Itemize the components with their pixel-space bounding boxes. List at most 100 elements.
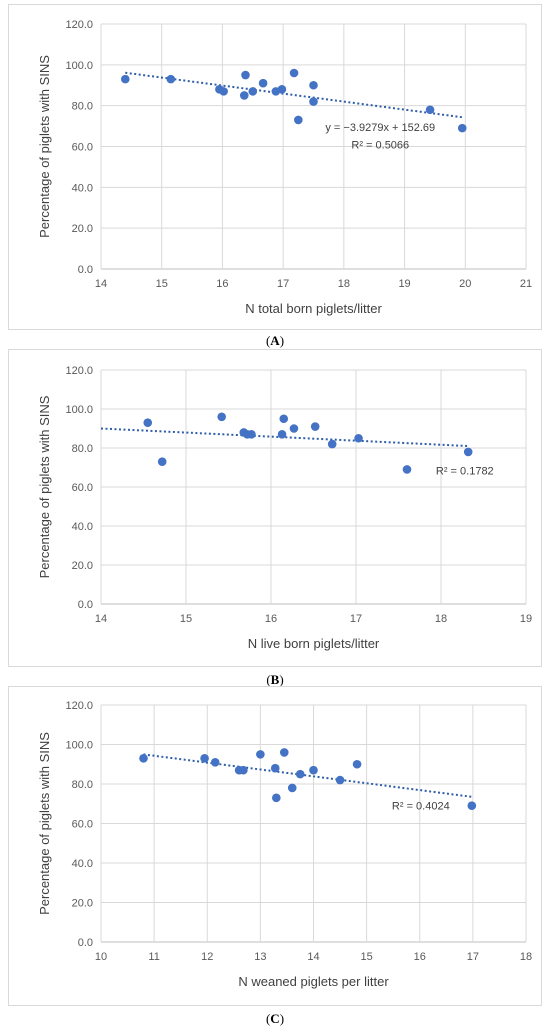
x-tick-label: 18 [435,613,447,625]
data-point [277,430,287,439]
x-tick-label: 14 [95,278,107,290]
x-tick-label: 10 [95,951,107,963]
chart-a-svg: 0.0 20.0 40.0 60.0 80.0 100.0 120.0 14 15 16 17 18 1… [37,19,532,316]
data-point [294,115,303,125]
data-point [248,87,258,96]
data-point [327,439,337,449]
data-point [309,765,318,775]
data-point [157,457,167,466]
data-point [256,750,265,759]
r-squared-label: R² = 0.5066 [351,140,409,152]
x-tick-label: 12 [201,951,213,963]
x-tick-label: 17 [467,951,479,963]
y-tick-label: 120.0 [65,700,93,712]
chart-panel-c: 0.0 20.0 40.0 60.0 80.0 100.0 120.0 10 11 12 13 14 1… [8,686,542,1006]
data-point [354,433,363,443]
x-axis-title: N weaned piglets per litter [238,974,389,989]
data-point [241,70,250,80]
data-point [258,78,268,88]
y-tick-label: 20.0 [72,223,93,235]
trendline [143,753,472,798]
trend-equation: y = −3.9279x + 152.69 [325,122,435,134]
data-point [272,793,281,803]
data-point [210,757,220,767]
data-point [295,769,305,779]
x-tick-label: 18 [520,951,532,963]
x-tick-label: 18 [338,278,350,290]
data-point [279,748,289,757]
chart-b-svg: 0.0 20.0 40.0 60.0 80.0 100.0 120.0 14 15 16 17 18 1… [37,365,532,651]
trendline [100,427,469,448]
y-tick-label: 0.0 [78,937,93,949]
data-point [467,801,477,811]
panel-label-b: (B) [266,672,284,687]
y-tick-label: 40.0 [72,521,93,533]
data-point [200,754,209,763]
chart-panel-b: 0.0 20.0 40.0 60.0 80.0 100.0 120.0 14 15 16 17 18 1… [8,349,542,667]
chart-panel-a: 0.0 20.0 40.0 60.0 80.0 100.0 120.0 14 15 16 17 18 1… [8,4,542,330]
data-point [277,85,287,94]
y-tick-label: 60.0 [72,482,93,494]
r-squared-label: R² = 0.1782 [436,465,494,477]
data-point [120,74,130,84]
x-tick-label: 21 [520,278,532,290]
x-tick-label: 15 [361,951,373,963]
y-axis-title: Percentage of piglets with SINS [37,732,52,915]
y-tick-label: 100.0 [65,740,93,752]
data-point [217,412,226,422]
data-point [457,123,467,133]
y-tick-label: 20.0 [72,560,93,572]
chart-c-svg: 0.0 20.0 40.0 60.0 80.0 100.0 120.0 10 11 12 13 14 1… [37,700,532,989]
x-tick-label: 17 [350,613,362,625]
x-tick-label: 13 [254,951,266,963]
y-tick-label: 100.0 [65,60,93,72]
data-point [247,430,256,439]
data-point [139,754,148,763]
data-point [287,783,297,793]
x-tick-label: 19 [520,613,532,625]
x-tick-label: 11 [148,951,159,963]
y-tick-label: 40.0 [72,858,93,870]
x-tick-label: 17 [277,278,289,290]
data-point [309,97,318,106]
y-tick-label: 120.0 [65,19,93,31]
x-axis-title: N total born piglets/litter [245,301,382,316]
data-point [289,424,299,433]
y-tick-label: 120.0 [65,365,93,377]
y-axis-title: Percentage of piglets with SINS [37,395,52,578]
trendline [125,71,463,119]
x-tick-label: 16 [216,278,228,290]
data-point [335,775,345,785]
y-tick-label: 80.0 [72,101,93,113]
x-tick-label: 19 [398,278,410,290]
data-point [143,418,153,427]
y-tick-label: 80.0 [72,443,93,455]
x-tick-label: 15 [156,278,168,290]
data-point [310,422,320,431]
x-tick-label: 16 [414,951,426,963]
y-tick-label: 40.0 [72,182,93,194]
x-axis-title: N live born piglets/litter [248,636,380,651]
y-tick-label: 20.0 [72,898,93,910]
data-point [289,68,299,78]
x-tick-label: 16 [265,613,277,625]
y-tick-label: 60.0 [72,819,93,831]
panel-label-a: (A) [265,333,285,348]
data-point [166,74,176,84]
y-tick-label: 0.0 [78,599,93,611]
data-point [239,765,248,775]
x-tick-label: 14 [307,951,319,963]
data-point [270,763,280,773]
data-point [402,465,412,474]
data-point [219,87,228,96]
x-tick-label: 15 [180,613,192,625]
y-axis-title: Percentage of piglets with SINS [37,55,52,238]
x-tick-label: 20 [459,278,471,290]
data-point [425,105,435,115]
y-tick-label: 80.0 [72,779,93,791]
panel-label-c: (C) [265,1011,285,1026]
data-point [309,80,318,90]
y-tick-label: 100.0 [65,404,93,416]
data-point [352,759,362,769]
data-point [279,414,289,424]
